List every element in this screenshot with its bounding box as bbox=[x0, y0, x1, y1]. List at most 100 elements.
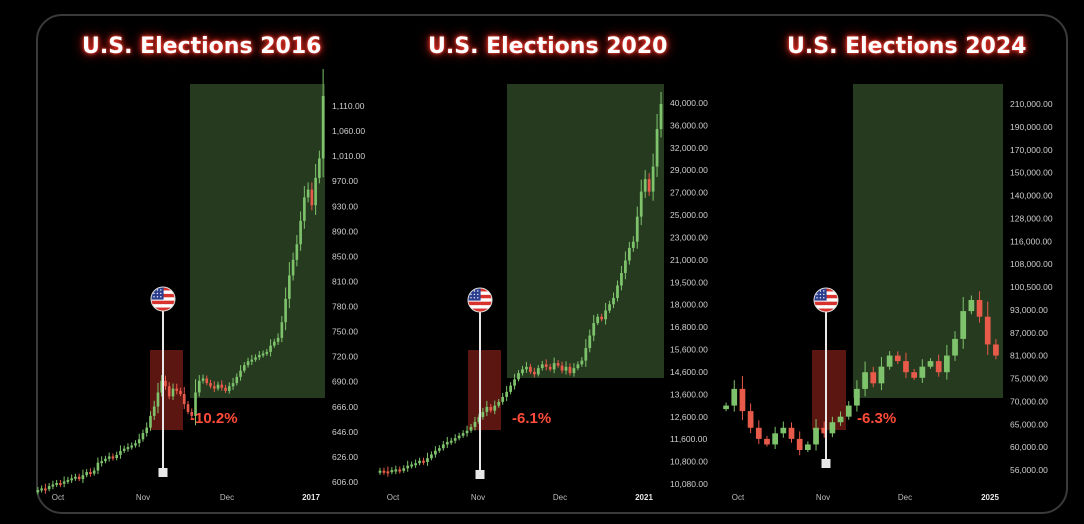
post-election-zone bbox=[190, 84, 325, 398]
candle bbox=[186, 404, 190, 412]
candle bbox=[167, 386, 171, 397]
flag-star bbox=[819, 290, 822, 292]
flag-star bbox=[156, 296, 159, 298]
candle bbox=[509, 385, 512, 392]
candle bbox=[612, 298, 615, 305]
candle bbox=[651, 166, 655, 192]
y-tick-label: 100,500.00 bbox=[1010, 282, 1053, 292]
y-tick-label: 56,000.00 bbox=[1010, 465, 1048, 475]
candle bbox=[643, 179, 647, 192]
y-tick-label: 750.00 bbox=[332, 327, 358, 337]
candle bbox=[115, 454, 119, 459]
x-tick-label: Dec bbox=[220, 493, 234, 502]
candle bbox=[647, 179, 651, 192]
y-tick-label: 666.00 bbox=[332, 402, 358, 412]
candle bbox=[477, 416, 481, 422]
candle bbox=[731, 388, 738, 406]
candle bbox=[576, 364, 580, 369]
y-tick-label: 11,600.00 bbox=[670, 434, 707, 444]
candle bbox=[66, 479, 70, 482]
x-tick-label: Oct bbox=[732, 493, 745, 502]
us-flag-icon bbox=[813, 287, 839, 313]
candle bbox=[984, 316, 991, 345]
x-tick-label: 2021 bbox=[635, 493, 653, 502]
flag-stripe bbox=[151, 300, 175, 305]
candle bbox=[209, 383, 212, 387]
election-marker-end bbox=[475, 470, 485, 479]
election-dip-zone bbox=[468, 350, 501, 430]
candle bbox=[445, 441, 449, 445]
candle bbox=[130, 445, 134, 448]
candle bbox=[284, 298, 287, 323]
candle bbox=[291, 259, 295, 276]
candle bbox=[441, 444, 445, 449]
candle bbox=[631, 241, 635, 248]
candle bbox=[430, 454, 433, 459]
candle bbox=[59, 482, 62, 485]
candle bbox=[813, 427, 819, 445]
y-tick-label: 16,800.00 bbox=[670, 322, 708, 332]
candle bbox=[993, 344, 999, 356]
candle bbox=[788, 427, 795, 439]
candle bbox=[258, 355, 261, 358]
x-tick-label: Oct bbox=[387, 493, 400, 502]
candle bbox=[449, 440, 453, 443]
flag-rim bbox=[150, 286, 176, 312]
candle bbox=[273, 341, 276, 346]
x-tick-label: Nov bbox=[136, 493, 150, 502]
candle bbox=[246, 361, 250, 366]
candle bbox=[919, 366, 926, 378]
candle bbox=[529, 366, 532, 372]
candle bbox=[190, 411, 194, 416]
candle bbox=[544, 364, 548, 367]
chart-title: U.S. Elections 2020 bbox=[428, 34, 668, 59]
candle bbox=[254, 357, 257, 360]
candle bbox=[588, 335, 592, 349]
candle bbox=[592, 323, 596, 336]
y-tick-label: 1,010.00 bbox=[332, 151, 365, 161]
y-tick-label: 780.00 bbox=[332, 302, 358, 312]
y-tick-label: 25,000.00 bbox=[670, 210, 708, 220]
candle bbox=[837, 416, 844, 423]
candle bbox=[764, 438, 770, 445]
y-tick-label: 170,000.00 bbox=[1010, 145, 1053, 155]
candle bbox=[572, 368, 576, 374]
flag-star bbox=[477, 293, 479, 296]
candle bbox=[402, 468, 406, 471]
candle bbox=[145, 427, 149, 434]
candle bbox=[564, 366, 568, 371]
post-election-zone bbox=[853, 84, 1003, 398]
candle bbox=[55, 482, 58, 485]
flag-star bbox=[816, 297, 818, 299]
candle bbox=[845, 405, 852, 417]
candle bbox=[804, 444, 811, 450]
x-tick-label: Nov bbox=[816, 493, 830, 502]
flag-rim bbox=[813, 287, 839, 313]
candle bbox=[532, 371, 536, 375]
candle bbox=[235, 376, 239, 384]
x-tick-label: Oct bbox=[52, 493, 65, 502]
candle bbox=[40, 488, 43, 491]
candle bbox=[51, 484, 55, 487]
candle bbox=[100, 461, 103, 464]
y-tick-label: 210,000.00 bbox=[1010, 99, 1053, 109]
candle bbox=[952, 338, 958, 356]
candle bbox=[156, 392, 160, 407]
candle bbox=[394, 469, 398, 472]
candle bbox=[639, 191, 643, 217]
candle bbox=[74, 476, 77, 479]
x-tick-label: Dec bbox=[553, 493, 567, 502]
candle bbox=[426, 458, 429, 462]
flag-star bbox=[160, 292, 162, 295]
election-change-label: -6.1% bbox=[512, 410, 551, 427]
chart-title: U.S. Elections 2016 bbox=[82, 34, 322, 59]
candle bbox=[927, 361, 934, 367]
flag-star bbox=[156, 289, 159, 291]
candle bbox=[398, 469, 402, 472]
flag-stripe bbox=[814, 308, 838, 312]
y-tick-label: 40,000.00 bbox=[670, 98, 708, 108]
candle bbox=[505, 391, 509, 397]
candle bbox=[410, 464, 414, 467]
candle bbox=[239, 370, 242, 377]
y-tick-label: 190,000.00 bbox=[1010, 122, 1053, 132]
